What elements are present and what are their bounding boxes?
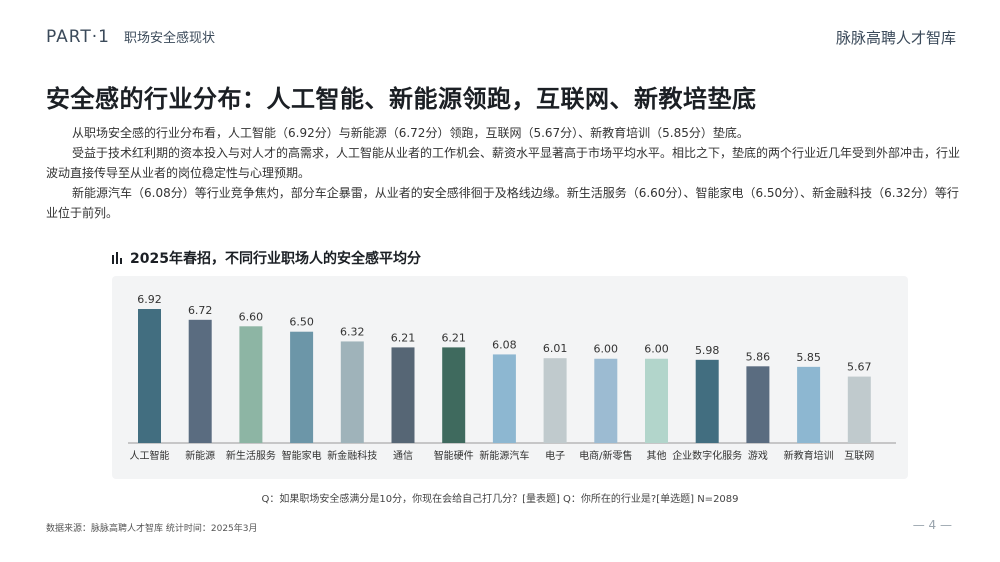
category-label-10: 其他 (647, 449, 667, 462)
value-label-5: 6.21 (391, 331, 416, 344)
bar-13 (797, 366, 821, 443)
bar-3 (290, 331, 314, 443)
chart-title-text: 2025年春招，不同行业职场人的安全感平均分 (130, 251, 421, 267)
category-label-3: 智能家电 (282, 449, 322, 462)
bar-2 (239, 326, 263, 443)
category-label-9: 电商/新零售 (579, 449, 632, 462)
value-label-6: 6.21 (441, 331, 466, 344)
bar-11 (695, 359, 719, 443)
brand-label: 脉脉高聘人才智库 (835, 29, 956, 47)
category-label-14: 互联网 (844, 450, 874, 462)
category-label-1: 新能源 (185, 449, 215, 462)
category-label-0: 人工智能 (130, 449, 170, 462)
bar-8 (543, 358, 567, 443)
value-label-3: 6.50 (289, 316, 314, 329)
category-label-2: 新生活服务 (226, 449, 276, 462)
bar-5 (391, 347, 415, 443)
bar-chart-icon (112, 252, 124, 264)
value-label-12: 5.86 (746, 350, 771, 363)
bar-12 (746, 366, 770, 443)
category-label-8: 电子 (545, 449, 565, 462)
data-source: 数据来源：脉脉高聘人才智库 统计时间：2025年3月 (46, 524, 258, 534)
bar-6 (442, 347, 466, 443)
header-left: PART·1 职场安全感现状 (46, 27, 215, 47)
category-label-13: 新教育培训 (784, 449, 834, 462)
bar-10 (645, 358, 668, 443)
value-label-0: 6.92 (137, 293, 162, 306)
category-label-11: 企业数字化服务 (672, 449, 742, 462)
part-label: PART·1 (46, 27, 110, 47)
page-number: — 4 — (912, 518, 952, 532)
page-title: 安全感的行业分布：人工智能、新能源领跑，互联网、新教培垫底 (46, 85, 757, 113)
section-label: 职场安全感现状 (123, 31, 215, 46)
value-label-1: 6.72 (188, 304, 213, 317)
paragraph-2: 受益于技术红利期的资本投入与对人才的高需求，人工智能从业者的工作机会、薪资水平显… (46, 146, 961, 180)
survey-footnote: Q：如果职场安全感满分是10分，你现在会给自己打几分？[量表题] Q：你所在的行… (261, 494, 739, 505)
value-label-11: 5.98 (695, 344, 720, 357)
chart-panel: 6.92 人工智能 6.72 新能源 6.60 新生活服务 6.50 智能家电 6.32 新金融科… (112, 276, 908, 479)
body-text: 从职场安全感的行业分布看，人工智能（6.92分）与新能源（6.72分）领跑，互联… (46, 123, 962, 223)
value-label-7: 6.08 (492, 338, 517, 351)
category-label-7: 新能源汽车 (479, 449, 529, 462)
category-label-4: 新金融科技 (327, 449, 377, 462)
value-label-4: 6.32 (340, 325, 365, 338)
value-label-8: 6.01 (543, 342, 568, 355)
bar-14 (847, 376, 871, 443)
paragraph-1: 从职场安全感的行业分布看，人工智能（6.92分）与新能源（6.72分）领跑，互联… (72, 126, 749, 140)
value-label-13: 5.85 (796, 351, 821, 364)
bar-0 (138, 309, 161, 443)
bar-4 (340, 341, 364, 443)
category-label-6: 智能硬件 (434, 449, 474, 462)
category-label-5: 通信 (393, 450, 413, 462)
value-label-14: 5.67 (847, 361, 872, 374)
bar-chart: 6.92 人工智能 6.72 新能源 6.60 新生活服务 6.50 智能家电 6.32 新金融科… (128, 293, 896, 462)
paragraph-3: 新能源汽车（6.08分）等行业竞争焦灼，部分车企暴雷，从业者的安全感徘徊于及格线… (46, 186, 959, 220)
bar-1 (188, 319, 212, 443)
bar-7 (492, 354, 516, 443)
chart-title: 2025年春招，不同行业职场人的安全感平均分 (112, 248, 421, 268)
value-label-9: 6.00 (594, 343, 619, 356)
bar-9 (594, 358, 618, 443)
value-label-2: 6.60 (239, 310, 264, 323)
value-label-10: 6.00 (644, 343, 669, 356)
category-label-12: 游戏 (748, 449, 768, 462)
